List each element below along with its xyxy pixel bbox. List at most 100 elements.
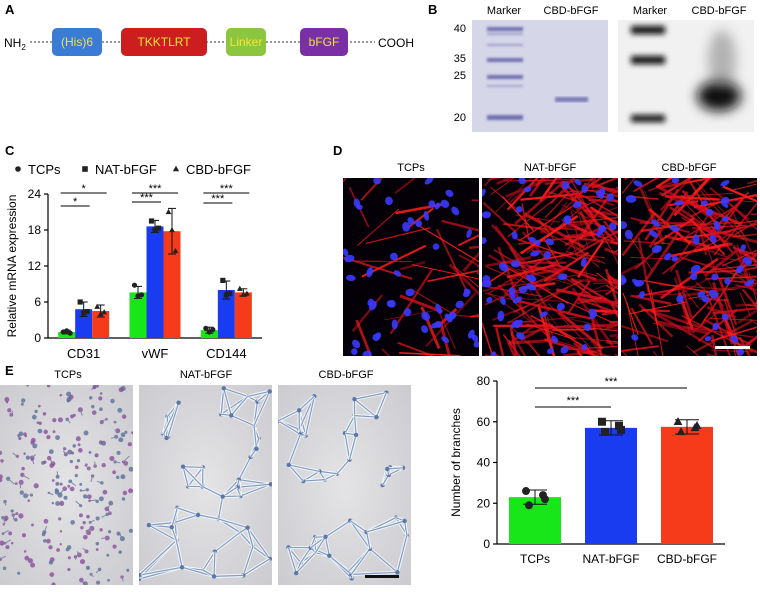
nucleus — [403, 308, 412, 317]
cell-cluster — [77, 443, 81, 447]
tube-segment — [348, 434, 357, 460]
actin-fiber — [601, 311, 618, 316]
actin-fiber — [566, 280, 591, 315]
nucleus — [519, 285, 528, 294]
nucleus — [441, 336, 450, 343]
nucleus — [423, 211, 430, 221]
cell-cluster — [49, 463, 55, 468]
cell-cluster — [128, 488, 133, 494]
blot-lane-cbd: CBD-bFGF — [692, 5, 747, 17]
chart-c-legend-label-0: TCPs — [28, 162, 61, 177]
actin-fiber — [452, 314, 479, 318]
chart-c-ytick-label-0: 0 — [34, 331, 41, 345]
actin-fiber — [513, 279, 583, 314]
actin-fiber — [723, 298, 743, 355]
cell-sprout — [12, 452, 18, 457]
nucleus — [711, 273, 719, 281]
actin-fiber — [482, 322, 494, 356]
nucleus — [581, 344, 588, 351]
actin-fiber — [660, 257, 719, 300]
tube-segment — [247, 527, 254, 547]
tube-segment — [351, 571, 398, 575]
cell-cluster — [21, 466, 25, 471]
chart-c-point-2-0-0 — [203, 325, 209, 331]
tube-segment — [295, 552, 316, 574]
nucleus — [671, 255, 678, 262]
cell-cluster — [52, 418, 57, 423]
actin-fiber — [578, 297, 618, 305]
actin-fiber — [732, 233, 757, 238]
cell-sprout — [85, 527, 93, 532]
tube-segment — [366, 531, 371, 549]
actin-fiber — [630, 256, 680, 260]
cell-cluster — [118, 550, 122, 554]
cell-cluster — [116, 475, 120, 480]
actin-fiber — [577, 239, 605, 279]
cell-cluster — [27, 558, 34, 564]
tube-node — [374, 414, 379, 420]
tube-node — [267, 389, 272, 394]
panel-d: D TCPs NAT-bFGF CBD-bFGF — [333, 143, 757, 356]
cell-cluster — [86, 494, 92, 500]
actin-fiber — [677, 283, 757, 299]
chart-c-bar-1-2 — [163, 231, 181, 338]
nucleus — [621, 277, 626, 286]
actin-fiber — [585, 346, 594, 356]
tube-node — [254, 446, 259, 452]
nucleus — [434, 320, 443, 328]
cell-sprout — [19, 482, 22, 489]
coomassie-gel — [472, 20, 608, 132]
actin-fiber — [646, 283, 659, 326]
cell-cluster — [79, 489, 83, 492]
cell-cluster — [55, 435, 60, 441]
actin-fiber — [487, 178, 502, 181]
actin-fiber — [689, 218, 726, 256]
actin-fiber — [570, 188, 618, 217]
tube-node — [169, 525, 174, 530]
cell-sprout — [31, 459, 35, 465]
actin-fiber — [727, 279, 757, 285]
actin-fiber — [610, 303, 618, 319]
nucleus — [546, 348, 554, 355]
tube-segment — [202, 486, 223, 498]
nucleus — [588, 308, 596, 316]
cell-cluster — [21, 398, 26, 403]
actin-fiber — [645, 230, 680, 280]
chart-c-point-1-1-1 — [152, 227, 158, 233]
chart-e-bar-0 — [509, 497, 561, 544]
nucleus — [700, 200, 708, 206]
tube-segment — [213, 551, 216, 577]
nucleus — [345, 274, 356, 282]
gel-marker-bands — [487, 27, 523, 120]
actin-fiber — [496, 178, 514, 186]
actin-fiber — [399, 294, 444, 314]
tube-segment — [238, 456, 252, 480]
cell-sprout — [7, 478, 15, 485]
tube-node — [286, 462, 291, 468]
cell-cluster — [43, 460, 47, 464]
cell-cluster — [49, 572, 55, 577]
cell-cluster — [18, 436, 22, 440]
tube-segment — [369, 548, 398, 573]
chart-c-ytick-label-3: 18 — [28, 223, 42, 237]
actin-fiber — [718, 257, 757, 263]
cell-sprout — [49, 459, 54, 464]
tube-segment — [202, 551, 216, 571]
actin-fiber — [411, 264, 479, 280]
actin-fiber — [394, 178, 417, 194]
chart-e-bar-1 — [585, 427, 637, 544]
tube-node — [352, 397, 357, 402]
tube-segment — [243, 558, 271, 576]
c-terminus: COOH — [378, 36, 414, 50]
actin-fiber — [457, 234, 479, 247]
cell-sprout — [12, 513, 18, 517]
actin-fiber — [719, 197, 744, 232]
actin-fiber — [357, 208, 400, 246]
actin-fiber — [692, 178, 710, 195]
cell-sprout — [69, 480, 77, 487]
cell-sprout — [2, 529, 9, 535]
chart-e-point-2-0 — [673, 416, 683, 425]
domain-label-1: TKKTLRT — [137, 35, 191, 49]
cell-cluster — [38, 421, 42, 426]
cell-sprout — [62, 450, 67, 455]
